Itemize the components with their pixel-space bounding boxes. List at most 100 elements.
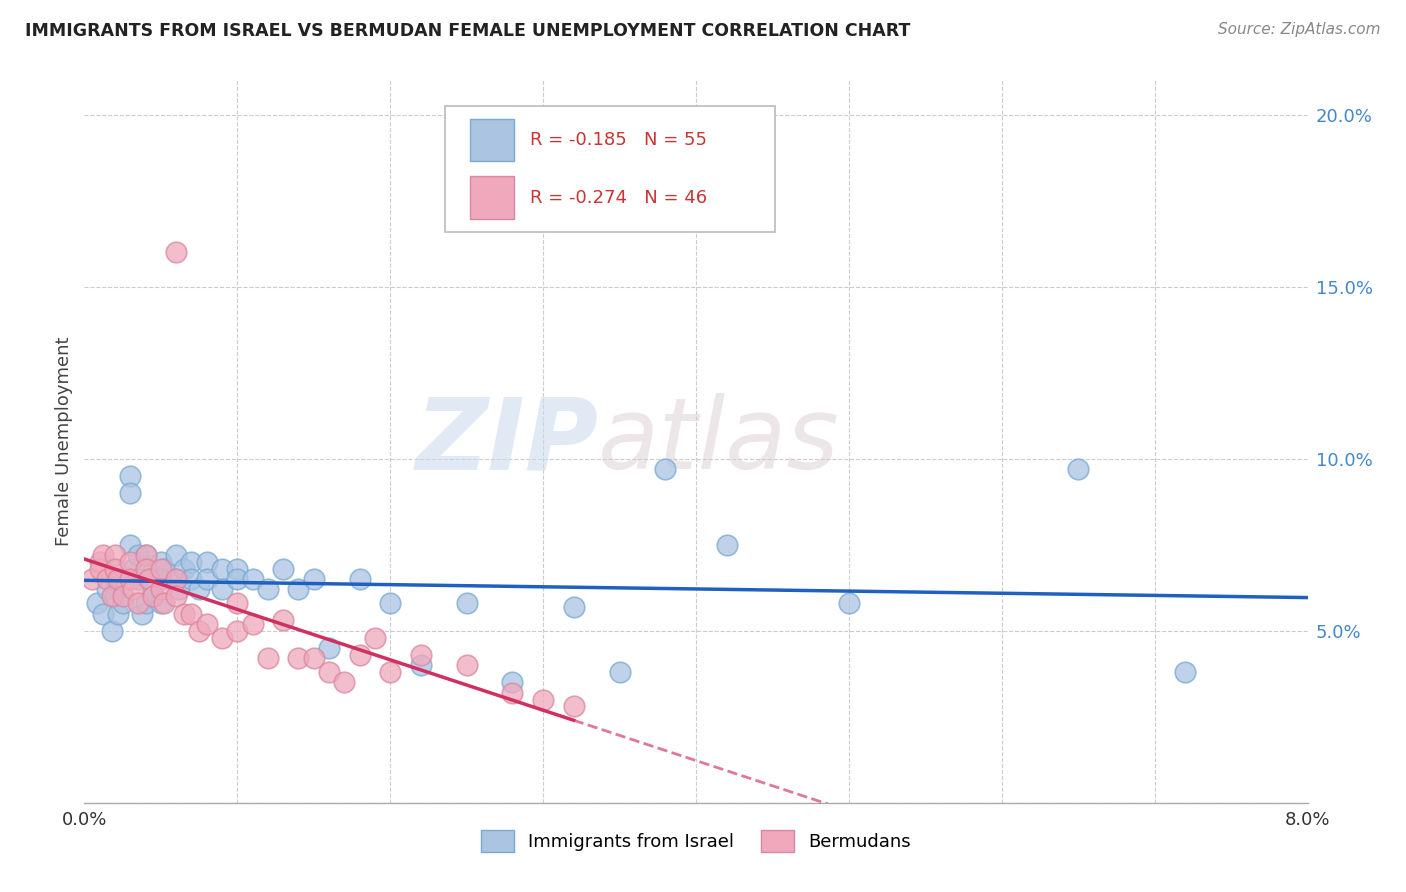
Point [104,590,127,604]
Point [838,596,860,610]
Point [1174,665,1197,679]
Point [226,596,249,610]
Point [349,572,371,586]
Point [96,582,118,597]
Point [86,596,108,610]
Point [89,555,111,569]
Point [287,651,309,665]
Point [211,631,233,645]
Point [104,572,127,586]
Point [101,624,124,638]
Point [271,562,294,576]
Point [531,692,554,706]
Text: R = -0.274   N = 46: R = -0.274 N = 46 [530,189,707,207]
Point [107,572,129,586]
Point [188,624,211,638]
Point [135,562,157,576]
Point [195,555,218,569]
Point [257,582,280,597]
Point [195,616,218,631]
Point [349,648,371,662]
Point [142,590,165,604]
Point [502,686,524,700]
Point [364,631,387,645]
Point [271,614,294,628]
FancyBboxPatch shape [470,177,513,219]
Point [456,658,478,673]
Point [135,548,157,562]
Point [104,548,127,562]
Point [120,572,142,586]
Point [149,562,172,576]
Point [127,548,149,562]
Point [138,572,160,586]
Text: atlas: atlas [598,393,839,490]
Point [188,582,211,597]
Point [562,699,585,714]
Point [80,572,103,586]
Point [226,624,249,638]
Point [502,675,524,690]
Point [149,572,172,586]
FancyBboxPatch shape [446,105,776,232]
Point [142,590,165,604]
Point [180,555,202,569]
Legend: Immigrants from Israel, Bermudans: Immigrants from Israel, Bermudans [474,822,918,859]
Point [257,651,280,665]
Point [149,555,172,569]
Point [409,658,432,673]
FancyBboxPatch shape [470,119,513,161]
Point [242,616,264,631]
Point [91,548,114,562]
Point [380,596,402,610]
Point [1067,462,1090,476]
Point [165,548,187,562]
Point [96,572,118,586]
Point [180,607,202,621]
Point [226,572,249,586]
Point [716,538,738,552]
Point [318,640,340,655]
Point [242,572,264,586]
Point [302,651,325,665]
Point [120,486,142,500]
Text: ZIP: ZIP [415,393,598,490]
Text: R = -0.185   N = 55: R = -0.185 N = 55 [530,131,707,149]
Point [211,562,233,576]
Point [165,245,187,260]
Point [101,590,124,604]
Point [165,590,187,604]
Point [122,562,145,576]
Text: Source: ZipAtlas.com: Source: ZipAtlas.com [1218,22,1381,37]
Point [173,607,195,621]
Point [120,538,142,552]
Point [127,572,149,586]
Point [654,462,676,476]
Point [287,582,309,597]
Point [104,562,127,576]
Point [456,596,478,610]
Point [149,596,172,610]
Y-axis label: Female Unemployment: Female Unemployment [55,337,73,546]
Point [120,469,142,483]
Point [165,572,187,586]
Point [167,582,190,597]
Point [89,562,111,576]
Point [138,572,160,586]
Point [120,555,142,569]
Point [609,665,631,679]
Point [122,582,145,597]
Point [131,607,153,621]
Point [127,596,149,610]
Point [302,572,325,586]
Point [211,582,233,597]
Text: IMMIGRANTS FROM ISRAEL VS BERMUDAN FEMALE UNEMPLOYMENT CORRELATION CHART: IMMIGRANTS FROM ISRAEL VS BERMUDAN FEMAL… [25,22,911,40]
Point [135,548,157,562]
Point [318,665,340,679]
Point [111,596,134,610]
Point [180,572,202,586]
Point [153,596,176,610]
Point [111,590,134,604]
Point [165,572,187,586]
Point [226,562,249,576]
